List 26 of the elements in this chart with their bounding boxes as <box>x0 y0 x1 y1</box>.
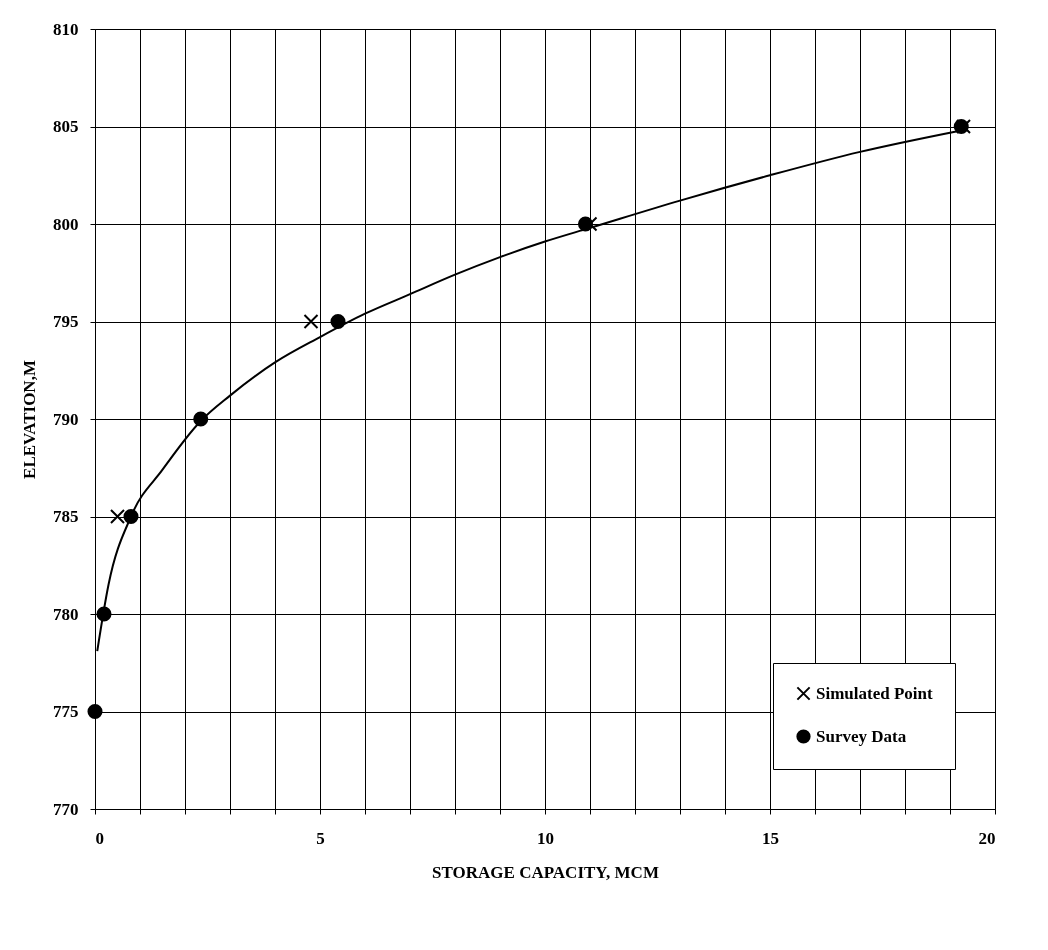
y-tick-label: 790 <box>53 409 79 429</box>
x-tick-label: 15 <box>762 828 779 848</box>
y-tick-label: 800 <box>53 214 79 234</box>
point <box>303 313 319 330</box>
point <box>193 411 209 427</box>
y-tick-label: 805 <box>53 117 79 136</box>
y-tick-label: 810 <box>53 19 79 39</box>
legend-label: Survey Data <box>816 726 907 746</box>
point <box>109 508 126 525</box>
y-tick-label: 795 <box>53 312 79 331</box>
y-tick-label: 770 <box>53 799 79 819</box>
x-tick-label: 10 <box>537 828 554 848</box>
x-tick-label: 0 <box>95 828 104 848</box>
y-tick-label: 780 <box>53 604 79 624</box>
y-tick-label: 785 <box>53 507 79 526</box>
point <box>123 508 139 525</box>
point <box>87 703 103 720</box>
legend-label: Simulated Point <box>816 683 933 703</box>
y-axis-title: ELEVATION,M <box>20 360 39 479</box>
x-axis-title: STORAGE CAPACITY, MCM <box>432 862 659 882</box>
point <box>96 606 112 622</box>
x-tick-label: 5 <box>316 828 325 848</box>
point <box>330 313 346 330</box>
y-tick-label: 775 <box>53 702 79 721</box>
x-tick-label: 20 <box>978 828 996 848</box>
point <box>582 216 598 232</box>
